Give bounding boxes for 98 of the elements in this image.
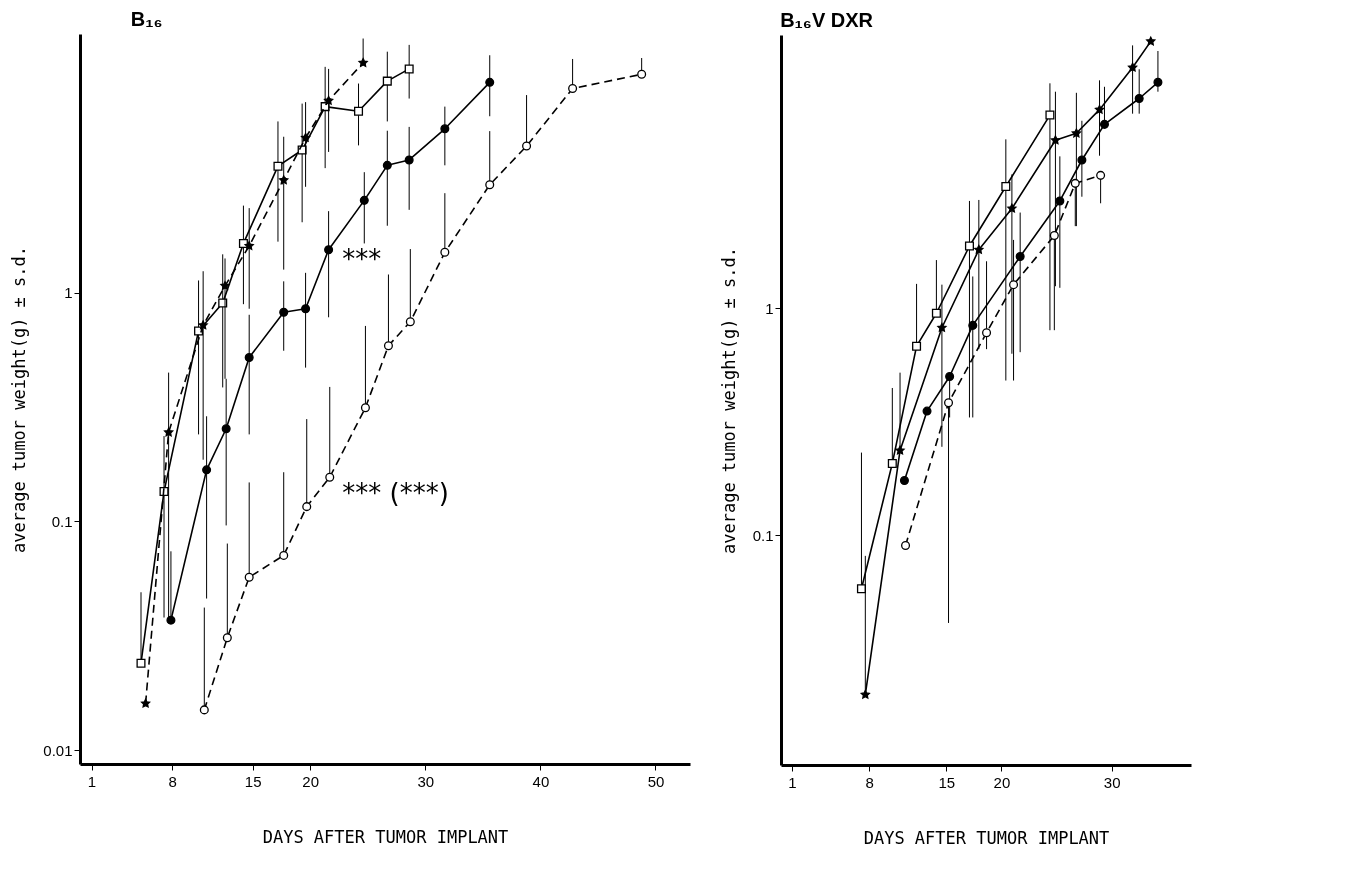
point [301, 304, 311, 314]
x-tick-label: 40 [532, 772, 550, 790]
x-axis-title: DAYS AFTER TUMOR IMPLANT [262, 826, 509, 847]
point [244, 353, 254, 363]
point [136, 658, 146, 668]
point [220, 281, 230, 290]
point [360, 403, 370, 413]
point [1015, 251, 1025, 262]
point [974, 244, 984, 254]
point [1049, 231, 1059, 241]
point [637, 69, 647, 79]
point [1146, 36, 1156, 46]
point [1127, 62, 1138, 72]
point [485, 180, 495, 190]
x-tick-label: 20 [302, 772, 320, 790]
point [1055, 196, 1065, 206]
point [1070, 178, 1080, 188]
point [922, 406, 932, 416]
chart-title: B₁₆V DXR [780, 8, 874, 31]
y-tick-label: 0.1 [752, 526, 774, 544]
point [1045, 110, 1055, 120]
point [440, 124, 450, 134]
point [279, 550, 289, 560]
point [302, 502, 312, 512]
point [279, 307, 289, 317]
x-tick-label: 15 [244, 772, 262, 790]
y-tick-label: 1 [64, 284, 73, 302]
point [221, 424, 231, 434]
point [279, 175, 289, 185]
point [198, 320, 208, 330]
point [887, 458, 897, 468]
point [1096, 170, 1106, 180]
point [164, 427, 174, 437]
point [945, 372, 955, 382]
y-tick-label: 0.01 [43, 741, 73, 759]
annotation: *** (***) [342, 477, 449, 508]
point [856, 584, 866, 594]
point [1077, 155, 1087, 165]
x-tick-label: 1 [788, 773, 797, 791]
point [1009, 280, 1019, 290]
x-tick-label: 30 [1103, 773, 1121, 791]
x-tick-label: 30 [417, 772, 435, 790]
point [1050, 135, 1061, 145]
point [405, 317, 415, 327]
point [140, 698, 151, 708]
point [912, 341, 922, 351]
x-tick-label: 8 [865, 773, 874, 791]
point [937, 322, 947, 332]
point [358, 58, 368, 67]
point [382, 76, 392, 86]
annotation: *** [342, 244, 382, 275]
point [982, 328, 992, 338]
point [202, 465, 212, 475]
x-tick-label: 15 [938, 773, 956, 791]
point [895, 445, 905, 455]
point [968, 320, 978, 330]
point [325, 472, 335, 482]
point [1071, 128, 1081, 138]
x-tick-label: 20 [993, 773, 1011, 791]
point [300, 132, 311, 142]
point [404, 155, 414, 165]
y-axis-title: average tumor weight(g) ± s.d. [718, 246, 739, 555]
point [382, 160, 392, 170]
x-axis-title: DAYS AFTER TUMOR IMPLANT [863, 827, 1110, 848]
x-tick-label: 8 [168, 772, 177, 790]
point [568, 83, 578, 94]
point [273, 161, 283, 171]
point [1099, 119, 1109, 129]
point [1134, 93, 1144, 104]
point [166, 615, 176, 625]
point [1001, 181, 1011, 191]
point [404, 64, 414, 74]
point [901, 540, 911, 550]
point [199, 705, 209, 715]
point [324, 245, 334, 255]
point [244, 241, 254, 250]
x-tick-label: 1 [87, 772, 97, 790]
point [964, 241, 974, 251]
point [383, 341, 393, 351]
point [323, 95, 334, 105]
chart-title: B₁₆ [130, 8, 163, 30]
x-tick-label: 50 [647, 772, 665, 790]
point [440, 247, 450, 257]
point [1007, 203, 1017, 213]
point [931, 308, 941, 318]
point [244, 572, 254, 582]
point [359, 195, 369, 205]
point [860, 689, 870, 699]
point [1153, 77, 1163, 87]
point [522, 141, 532, 151]
point [354, 106, 364, 116]
y-axis-title: average tumor weight(g) ± s.d. [9, 245, 30, 554]
point [1094, 104, 1105, 114]
point [899, 476, 909, 486]
point [222, 633, 232, 643]
point [485, 77, 495, 87]
point [944, 398, 954, 408]
y-tick-label: 0.1 [51, 512, 73, 530]
